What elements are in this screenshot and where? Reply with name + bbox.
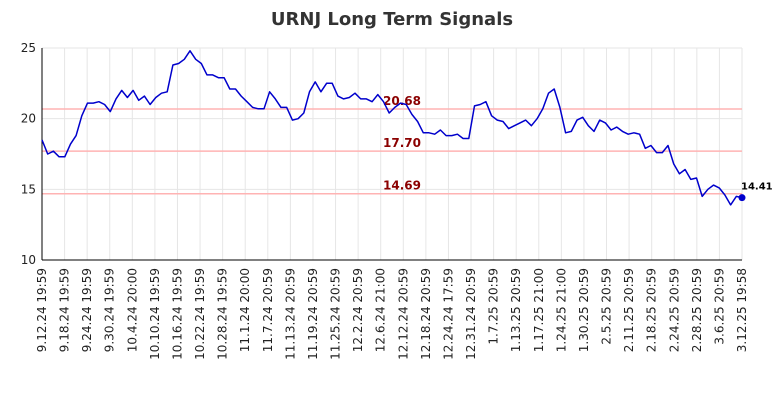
x-tick-label: 1.24.25 21:00 <box>554 268 568 352</box>
last-value-label: 14.41 <box>741 182 773 193</box>
x-tick-label: 3.6.25 20:59 <box>712 268 726 345</box>
price-line <box>41 50 743 206</box>
x-tick-label: 11.25.24 20:59 <box>329 268 343 360</box>
x-tick-label: 11.13.24 20:59 <box>283 268 297 360</box>
axes <box>41 48 742 261</box>
x-tick-label: 2.5.25 20:59 <box>600 268 614 345</box>
chart-title: URNJ Long Term Signals <box>271 9 513 30</box>
x-tick-label: 11.19.24 20:59 <box>306 268 320 360</box>
last-point-marker <box>738 194 746 202</box>
x-tick-label: 12.2.24 20:59 <box>351 268 365 352</box>
x-tick-label: 2.11.25 20:59 <box>622 268 636 352</box>
x-tick-label: 9.30.24 19:59 <box>103 268 117 352</box>
x-axis-ticks: 9.12.24 19:59 9.18.24 19:59 9.24.24 19:59 9… <box>35 268 749 360</box>
x-tick-label: 12.6.24 21:00 <box>374 268 388 352</box>
y-tick-label: 15 <box>21 182 36 196</box>
x-tick-label: 11.1.24 20:00 <box>238 268 252 352</box>
x-tick-label: 2.24.25 20:59 <box>667 268 681 352</box>
x-tick-label: 11.7.24 20:59 <box>261 268 275 352</box>
x-tick-label: 12.12.24 20:59 <box>396 268 410 360</box>
x-tick-label: 2.18.25 20:59 <box>645 268 659 352</box>
y-axis-ticks: 10 15 20 25 <box>21 41 36 267</box>
x-tick-label: 3.12.25 19:58 <box>735 268 749 352</box>
level-label: 14.69 <box>383 179 421 193</box>
level-label: 20.68 <box>383 94 421 108</box>
grid-lines <box>41 47 743 261</box>
y-tick-label: 25 <box>21 41 36 55</box>
x-tick-label: 12.31.24 20:59 <box>464 268 478 360</box>
y-tick-label: 10 <box>21 253 36 267</box>
x-tick-label: 9.12.24 19:59 <box>35 268 49 352</box>
y-tick-label: 20 <box>21 112 36 126</box>
x-tick-label: 9.18.24 19:59 <box>58 268 72 352</box>
x-tick-label: 10.22.24 19:59 <box>193 268 207 360</box>
x-tick-label: 2.28.25 20:59 <box>690 268 704 352</box>
signal-levels: 20.68 17.70 14.69 <box>42 94 742 195</box>
x-tick-label: 12.24.24 17:59 <box>441 268 455 360</box>
x-tick-label: 9.24.24 19:59 <box>80 268 94 352</box>
x-tick-label: 12.18.24 20:59 <box>419 268 433 360</box>
x-tick-label: 10.10.24 19:59 <box>148 268 162 360</box>
x-tick-label: 1.30.25 20:59 <box>577 268 591 352</box>
x-tick-label: 10.4.24 20:00 <box>125 268 139 352</box>
x-tick-label: 1.17.25 21:00 <box>532 268 546 352</box>
x-tick-label: 10.16.24 19:59 <box>170 268 184 360</box>
x-tick-label: 1.7.25 20:59 <box>487 268 501 345</box>
price-series: 14.41 <box>41 50 773 206</box>
x-tick-label: 1.13.25 20:59 <box>509 268 523 352</box>
level-label: 17.70 <box>383 136 421 150</box>
x-tick-label: 10.28.24 19:59 <box>216 268 230 360</box>
